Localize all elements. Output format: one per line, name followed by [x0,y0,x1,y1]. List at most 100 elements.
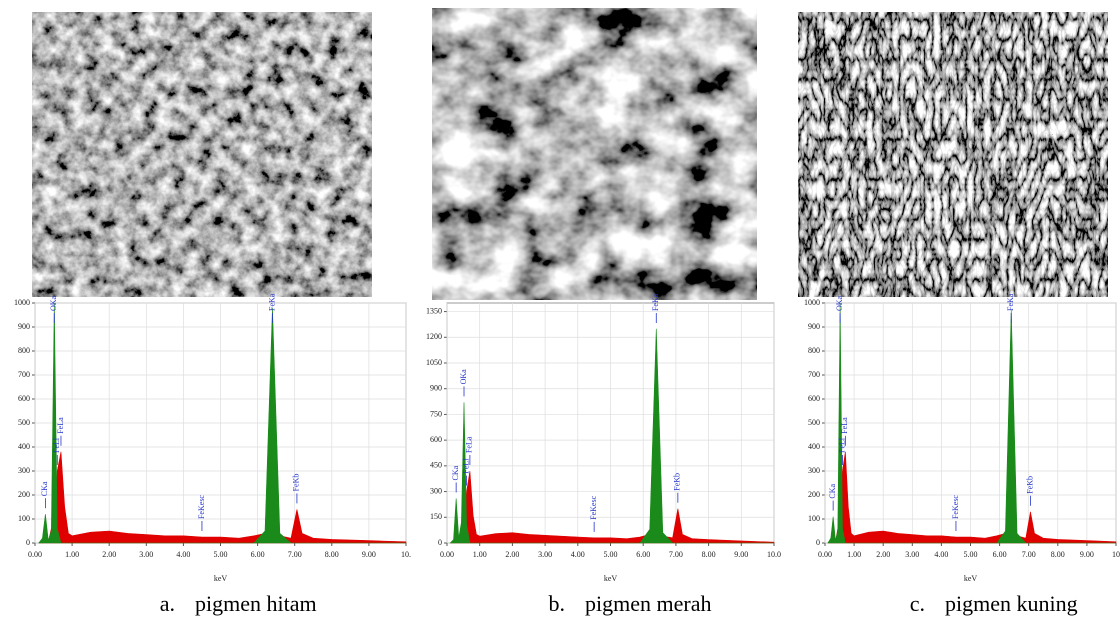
y-tick-label: 300 [808,466,820,475]
panel-caption: pigmen kuning [945,591,1078,616]
y-tick-label: 900 [430,384,442,393]
peak-label: FeKb [292,474,301,492]
peak-label: FeLa [465,436,474,453]
sem-image [432,8,757,300]
x-tick-label: 1.00 [473,550,487,559]
peak-label: FeKb [673,473,682,491]
x-tick-label: 10 [1112,550,1120,559]
x-axis-label: keV [964,574,978,583]
x-tick-label: 3.00 [538,550,552,559]
y-tick-label: 100 [808,514,820,523]
x-tick-label: 2.00 [102,550,116,559]
panel-label: a. [160,591,175,616]
x-tick-label: 5.00 [964,550,978,559]
spectrum-area [827,302,1116,544]
peak-label: CKa [828,483,837,498]
x-tick-label: 4.00 [571,550,585,559]
sem-image [798,12,1108,297]
x-axis-label: keV [604,574,618,583]
spectrum-area [38,302,406,544]
y-tick-label: 200 [18,490,30,499]
y-tick-label: 900 [18,322,30,331]
peak-label: FeKa [267,293,276,311]
peak-label: CKa [40,481,49,496]
x-tick-label: 9.00 [362,550,376,559]
x-tick-label: 4.00 [176,550,190,559]
peak-label: FeLl [461,458,470,474]
peak-label: FeKesc [589,495,598,519]
y-tick-label: 0 [26,538,30,547]
sem-image [32,12,372,297]
peak-label: FeKesc [197,495,206,519]
peak-label: FeLl [837,437,846,453]
x-tick-label: 7.00 [288,550,302,559]
x-tick-label: 9.00 [1080,550,1094,559]
y-tick-label: 0 [438,538,442,547]
y-tick-label: 600 [18,394,30,403]
y-tick-label: 500 [808,418,820,427]
peak-label: FeLa [840,417,849,434]
y-tick-label: 0 [816,538,820,547]
peak-label: FeKesc [951,495,960,519]
x-tick-label: 4.00 [934,550,948,559]
peak-label: OKa [459,369,468,385]
x-tick-label: 0.00 [818,550,832,559]
x-tick-label: 10.0 [767,550,781,559]
x-tick-label: 6.00 [251,550,265,559]
x-tick-label: 2.00 [505,550,519,559]
y-tick-label: 1050 [426,358,442,367]
x-tick-label: 5.00 [214,550,228,559]
x-axis-label: keV [214,574,228,583]
peak-label: CKa [451,465,460,480]
y-tick-label: 300 [18,466,30,475]
y-tick-label: 800 [18,346,30,355]
y-tick-label: 1200 [426,332,442,341]
x-tick-label: 1.00 [65,550,79,559]
panel-caption: pigmen merah [585,591,711,616]
y-tick-label: 700 [808,370,820,379]
x-tick-label: 6.00 [636,550,650,559]
x-tick-label: 8.00 [325,550,339,559]
y-tick-label: 1000 [14,298,30,307]
spectrum-area [449,328,774,544]
peak-label: FeKa [1006,293,1015,311]
peak-label: FeKb [1025,476,1034,494]
x-tick-label: 8.00 [702,550,716,559]
y-tick-label: 600 [808,394,820,403]
x-tick-label: 0.00 [440,550,454,559]
peak-label: OKa [835,295,844,311]
panel-caption: pigmen hitam [195,591,317,616]
y-tick-label: 900 [808,322,820,331]
x-tick-label: 5.00 [604,550,618,559]
x-tick-label: 1.00 [847,550,861,559]
x-tick-label: 0.00 [28,550,42,559]
x-tick-label: 2.00 [876,550,890,559]
x-tick-label: 3.00 [905,550,919,559]
y-tick-label: 500 [18,418,30,427]
peak-label: FeLa [56,417,65,434]
panel-label: c. [910,591,925,616]
x-tick-label: 8.00 [1051,550,1065,559]
panel-label: b. [549,591,566,616]
x-tick-label: 7.00 [1022,550,1036,559]
peak-label: OKa [49,295,58,311]
y-tick-label: 150 [430,512,442,521]
y-tick-label: 600 [430,435,442,444]
peak-label: FeKa [651,293,660,311]
peak-label: FeLl [52,437,61,453]
y-tick-label: 1350 [426,306,442,315]
y-tick-label: 450 [430,461,442,470]
x-tick-label: 7.00 [669,550,683,559]
y-tick-label: 750 [430,409,442,418]
x-tick-label: 6.00 [993,550,1007,559]
y-tick-label: 700 [18,370,30,379]
x-tick-label: 10. [401,550,411,559]
y-tick-label: 800 [808,346,820,355]
y-tick-label: 400 [18,442,30,451]
y-tick-label: 1000 [804,298,820,307]
y-tick-label: 200 [808,490,820,499]
y-tick-label: 300 [430,486,442,495]
y-tick-label: 100 [18,514,30,523]
